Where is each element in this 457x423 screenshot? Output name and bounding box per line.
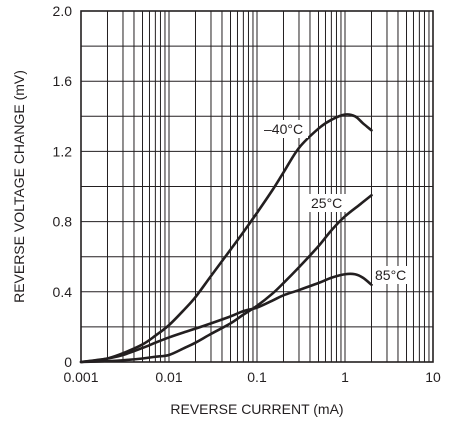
y-tick-label: 2.0: [53, 3, 73, 19]
y-tick-label: 0.8: [53, 214, 73, 230]
x-tick-label: 1: [341, 369, 349, 385]
x-axis-label: REVERSE CURRENT (mA): [170, 401, 343, 417]
plot-frame: [80, 10, 434, 363]
series-group: [79, 113, 373, 364]
y-tick-label: 1.6: [53, 73, 73, 89]
grid: [81, 11, 433, 362]
x-tick-label: 10: [425, 369, 441, 385]
x-tick-label: 0.1: [247, 369, 267, 385]
y-axis-label: REVERSE VOLTAGE CHANGE (mV): [11, 70, 27, 303]
x-tick-labels: 0.001 0.01 0.1 1 10: [63, 369, 441, 385]
y-tick-labels: 0 0.4 0.8 1.2 1.6 2.0: [53, 3, 73, 370]
y-tick-label: 0.4: [53, 284, 73, 300]
y-tick-label: 0: [64, 354, 72, 370]
series-label-background: [261, 120, 308, 138]
series-label-minus40c: –40°C: [264, 121, 303, 137]
x-tick-label: 0.01: [155, 369, 182, 385]
series-label-background: [308, 194, 347, 212]
series-label-25c: 25°C: [311, 195, 342, 211]
series-label-background: [372, 266, 411, 284]
series-label-85c: 85°C: [375, 267, 406, 283]
series-labels: –40°C 25°C 85°C: [261, 120, 411, 284]
y-tick-label: 1.2: [53, 143, 73, 159]
series-25c-line: [79, 193, 373, 364]
series-85c-line: [79, 272, 373, 364]
series-minus40c-line: [79, 113, 373, 364]
x-tick-label: 0.001: [63, 369, 98, 385]
